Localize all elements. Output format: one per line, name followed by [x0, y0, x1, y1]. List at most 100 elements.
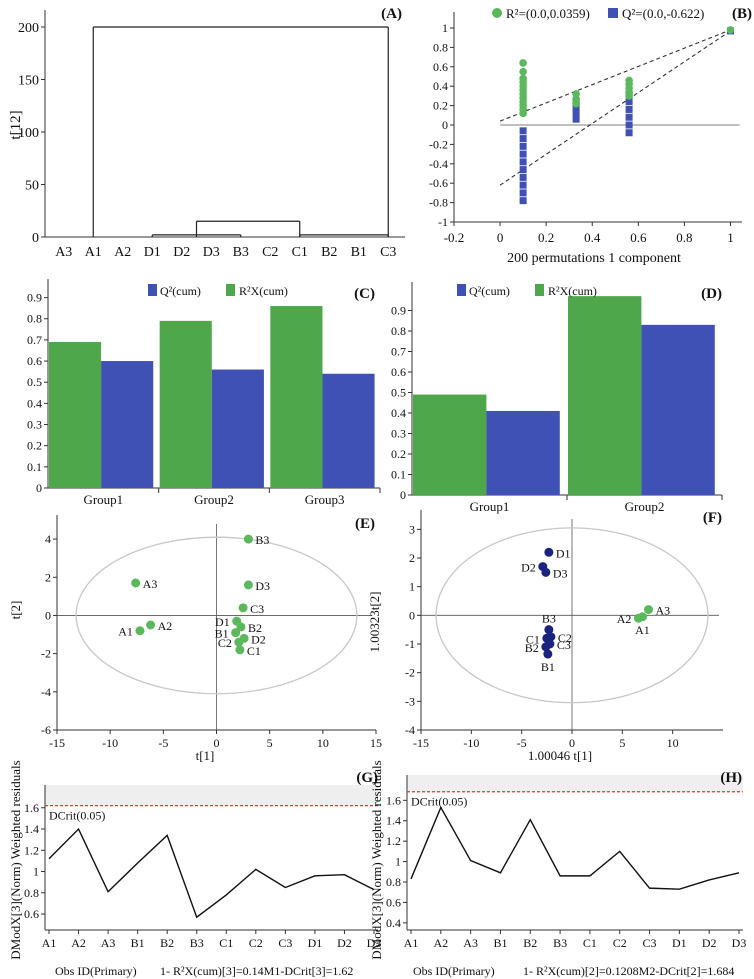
c-x-tick-label: Group2 [194, 492, 234, 507]
f-x-tick-label: 5 [619, 736, 625, 750]
f-point-label: C2 [558, 631, 572, 645]
h-x-tick-label: C3 [643, 936, 657, 950]
c-y-tick-label: 0.1 [27, 460, 42, 474]
b-x-label: 200 permutations 1 component [507, 251, 681, 266]
g-critical-zone [45, 785, 378, 806]
b-legend-r2-label: R²=(0.0,0.0359) [506, 6, 590, 21]
e-score-point [131, 578, 141, 588]
b-q2-point [519, 197, 527, 205]
d-y-tick-label: 0.3 [391, 427, 406, 441]
h-y-tick-label: 0.4 [386, 916, 401, 930]
h-y-label: DModX[3](Norm) Weighted residuals [369, 760, 384, 959]
b-q2-point [519, 181, 527, 189]
g-y-tick-label: 1 [33, 865, 39, 879]
h-residual-line [410, 805, 740, 890]
b-r2-point [572, 99, 580, 108]
b-y-tick-label: 0.8 [433, 40, 448, 54]
g-x-tick-label: A2 [71, 936, 86, 950]
c-y-tick-label: 0.2 [27, 439, 42, 453]
e-score-point [243, 580, 253, 590]
e-x-tick-label: 15 [370, 736, 382, 750]
c-bar-r2x [49, 342, 102, 488]
a-y-tick-label: 150 [18, 74, 39, 89]
g-y-tick-label: 0.6 [24, 907, 39, 921]
d-x-tick-label: Group1 [470, 499, 510, 514]
f-point-label: A1 [635, 623, 650, 637]
g-dcrit-label: DCrit(0.05) [49, 809, 105, 823]
f-x-tick-label: 0 [569, 736, 575, 750]
a-leaf-label: C3 [380, 245, 396, 260]
a-leaf-label: C1 [292, 245, 308, 260]
b-x-tick-label: 0.8 [676, 230, 692, 245]
b-q2-point [572, 109, 580, 117]
b-x-tick-label: 1 [727, 230, 734, 245]
e-y-tick-label: 4 [45, 532, 51, 546]
b-q2-point [519, 142, 527, 150]
b-legend-q2-label: Q²=(0.0,-0.622) [622, 6, 704, 21]
g-x-tick-label: A1 [42, 936, 57, 950]
e-x-tick-label: 0 [214, 736, 220, 750]
d-legend-r2x-marker [535, 284, 544, 296]
e-point-label: D3 [255, 579, 270, 593]
e-score-point [135, 626, 145, 636]
h-x-tick-label: C1 [583, 936, 597, 950]
h-x-tick-label: B3 [553, 936, 567, 950]
e-y-tick-label: 2 [45, 570, 51, 584]
b-q2-point [625, 105, 633, 113]
h-critical-zone [407, 775, 743, 792]
d-y-tick-label: 0.8 [391, 324, 406, 338]
f-score-point [541, 642, 551, 652]
h-x-tick-label: D2 [702, 936, 717, 950]
e-x-tick-label: 5 [267, 736, 273, 750]
b-y-tick-label: 0.4 [433, 79, 448, 93]
f-score-point [644, 605, 654, 615]
b-y-tick-label: -1 [438, 215, 448, 229]
b-q2-point [519, 189, 527, 197]
f-y-tick-label: 3 [409, 522, 415, 536]
f-point-label: B3 [542, 612, 556, 626]
d-y-tick-label: 0.1 [391, 468, 406, 482]
f-point-label: C1 [526, 632, 540, 646]
b-q2-point [519, 150, 527, 158]
b-legend-r2-marker [492, 8, 502, 18]
b-y-tick-label: -0.6 [429, 176, 448, 190]
e-point-label: C1 [247, 644, 261, 658]
e-score-point [146, 620, 156, 630]
b-y-tick-label: 0 [442, 118, 448, 132]
a-leaf-label: D2 [173, 245, 190, 260]
c-y-tick-label: 0.9 [27, 291, 42, 305]
h-y-tick-label: 1.2 [386, 834, 401, 848]
b-r2-regression-line [499, 29, 731, 122]
d-bar-r2x [568, 296, 642, 495]
a-leaf-label: B1 [351, 245, 367, 260]
c-bar-r2x [270, 306, 323, 488]
d-y-tick-label: 0.5 [391, 386, 406, 400]
e-score-point [243, 534, 253, 544]
f-y-tick-label: 2 [409, 551, 415, 565]
f-y-tick-label: -2 [405, 666, 415, 680]
b-q2-point [625, 121, 633, 129]
f-y-label: 1.00323t[2] [367, 591, 382, 652]
e-score-point [236, 622, 246, 632]
c-y-tick-label: 0.6 [27, 354, 42, 368]
c-legend-q2-label: Q²(cum) [160, 284, 201, 298]
g-x-tick-label: B3 [190, 936, 204, 950]
b-x-tick-label: 0.2 [538, 230, 554, 245]
a-leaf-label: A2 [114, 245, 131, 260]
c-legend-r2x-marker [226, 284, 235, 296]
e-point-label: A1 [118, 625, 133, 639]
b-x-tick-label: -0.2 [444, 230, 465, 245]
f-x-tick-label: -10 [463, 736, 479, 750]
f-point-label: D1 [556, 546, 571, 560]
e-panel-letter: (E) [355, 516, 375, 532]
g-x-tick-label: B2 [160, 936, 174, 950]
e-point-label: D2 [251, 632, 266, 646]
f-y-tick-label: -4 [405, 723, 415, 737]
g-y-tick-label: 1.2 [24, 843, 39, 857]
e-score-point [235, 645, 245, 655]
a-panel-letter: (A) [381, 6, 402, 22]
e-y-tick-label: -4 [41, 685, 51, 699]
b-q2-point [625, 98, 633, 106]
d-panel-letter: (D) [701, 286, 722, 302]
f-x-tick-label: -15 [413, 736, 429, 750]
